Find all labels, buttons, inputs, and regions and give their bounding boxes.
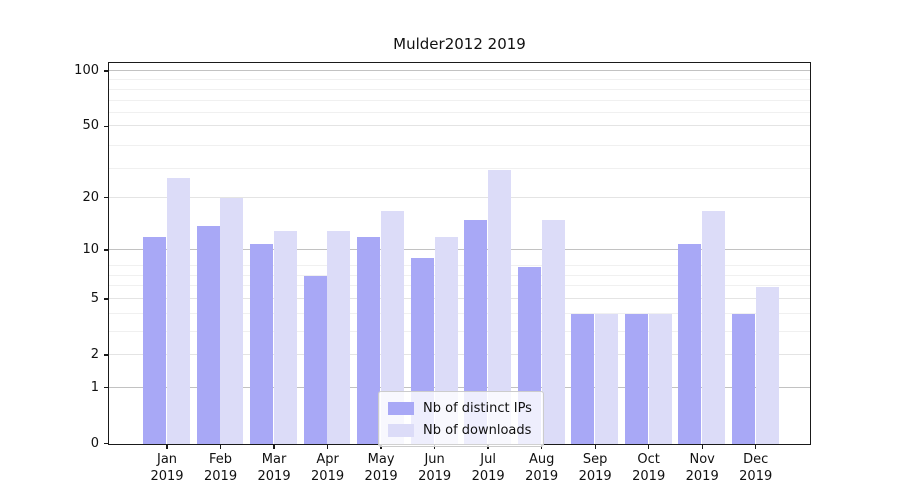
bar-nb-of-distinct-ips-nov xyxy=(678,243,702,444)
gridline-y-5 xyxy=(109,297,810,299)
y-tick-label-1: 1 xyxy=(90,379,99,395)
x-tick-label-jul: Jul 2019 xyxy=(471,452,505,484)
y-tick-100 xyxy=(104,70,108,72)
bar-nb-of-downloads-oct xyxy=(648,314,672,444)
y-tick-label-20: 20 xyxy=(82,189,99,205)
legend-item-distinct-ips: Nb of distinct IPs xyxy=(388,397,536,419)
y-tick-20 xyxy=(104,197,108,199)
legend-swatch-distinct-ips xyxy=(388,401,414,415)
x-tick-label-apr: Apr 2019 xyxy=(311,452,345,484)
bar-nb-of-distinct-ips-apr xyxy=(303,276,327,444)
x-tick-oct xyxy=(648,445,650,449)
x-tick-label-jun: Jun 2019 xyxy=(418,452,452,484)
x-tick-mar xyxy=(273,445,275,449)
plot-area xyxy=(108,62,811,445)
gridline-y-4 xyxy=(109,312,810,314)
x-tick-feb xyxy=(219,445,222,449)
x-tick-jun xyxy=(433,445,436,449)
x-tick-jan xyxy=(166,445,168,449)
x-tick-label-aug: Aug 2019 xyxy=(525,452,559,484)
y-tick-label-5: 5 xyxy=(90,290,99,306)
bar-nb-of-downloads-nov xyxy=(702,210,726,444)
gridline-y-29 xyxy=(109,168,810,170)
legend-label-downloads: Nb of downloads xyxy=(423,422,532,438)
chart-title: Mulder2012 2019 xyxy=(393,35,526,53)
gridline-y-79 xyxy=(109,88,810,90)
y-tick-2 xyxy=(104,354,108,356)
x-tick-label-sep: Sep 2019 xyxy=(578,452,612,484)
x-tick-label-jan: Jan 2019 xyxy=(150,452,184,484)
gridline-y-2 xyxy=(109,353,810,355)
x-tick-label-feb: Feb 2019 xyxy=(204,452,238,484)
x-tick-nov xyxy=(701,445,703,449)
bar-nb-of-distinct-ips-jul xyxy=(464,220,488,444)
bar-nb-of-distinct-ips-feb xyxy=(196,225,220,444)
bar-nb-of-downloads-jul xyxy=(488,169,512,444)
gridline-y-6 xyxy=(109,285,810,287)
gridline-y-89 xyxy=(109,79,810,81)
gridline-y-59 xyxy=(109,112,810,114)
gridline-y-8 xyxy=(109,265,810,267)
y-tick-50 xyxy=(104,125,108,127)
gridline-y-69 xyxy=(109,99,810,101)
y-tick-label-0: 0 xyxy=(90,435,99,451)
x-tick-may xyxy=(380,445,382,449)
x-tick-label-oct: Oct 2019 xyxy=(632,452,666,484)
gridline-y-50 xyxy=(109,125,810,127)
bar-nb-of-downloads-dec xyxy=(755,287,779,444)
gridline-y-3 xyxy=(109,330,810,332)
gridline-y-1 xyxy=(109,386,810,388)
bar-nb-of-distinct-ips-dec xyxy=(731,314,755,444)
y-tick-label-50: 50 xyxy=(82,118,99,134)
gridline-y-10 xyxy=(109,249,810,251)
bar-nb-of-distinct-ips-sep xyxy=(571,314,595,444)
legend-item-downloads: Nb of downloads xyxy=(388,419,536,441)
gridline-y-7 xyxy=(109,274,810,276)
bar-nb-of-distinct-ips-may xyxy=(357,237,381,444)
x-tick-jul xyxy=(487,445,489,449)
x-tick-label-nov: Nov 2019 xyxy=(685,452,719,484)
y-tick-5 xyxy=(104,298,108,300)
y-tick-0 xyxy=(104,442,108,445)
y-tick-label-2: 2 xyxy=(90,346,99,362)
bar-nb-of-distinct-ips-jan xyxy=(143,237,167,444)
bar-nb-of-downloads-sep xyxy=(595,314,619,444)
x-tick-dec xyxy=(755,445,757,449)
bar-nb-of-distinct-ips-oct xyxy=(624,314,648,444)
bar-nb-of-distinct-ips-mar xyxy=(250,243,274,444)
legend-swatch-downloads xyxy=(388,423,414,437)
gridline-y-20 xyxy=(109,196,810,198)
y-tick-10 xyxy=(104,249,108,251)
x-tick-apr xyxy=(326,445,329,449)
bar-nb-of-downloads-jan xyxy=(166,178,190,444)
x-tick-label-may: May 2019 xyxy=(364,452,398,484)
bar-nb-of-downloads-apr xyxy=(327,231,351,444)
y-tick-1 xyxy=(104,386,108,389)
y-tick-label-100: 100 xyxy=(74,63,99,79)
x-tick-aug xyxy=(540,445,543,449)
bar-nb-of-downloads-aug xyxy=(541,220,565,444)
x-tick-sep xyxy=(594,445,596,449)
bar-nb-of-downloads-may xyxy=(380,210,404,444)
legend-label-distinct-ips: Nb of distinct IPs xyxy=(423,400,532,416)
x-tick-label-mar: Mar 2019 xyxy=(257,452,291,484)
y-tick-label-10: 10 xyxy=(82,242,99,258)
legend: Nb of distinct IPs Nb of downloads xyxy=(378,391,544,447)
bar-nb-of-downloads-mar xyxy=(273,231,297,444)
bar-nb-of-downloads-feb xyxy=(220,198,244,444)
gridline-y-100 xyxy=(109,70,810,72)
gridline-y-39 xyxy=(109,144,810,146)
x-tick-label-dec: Dec 2019 xyxy=(739,452,773,484)
